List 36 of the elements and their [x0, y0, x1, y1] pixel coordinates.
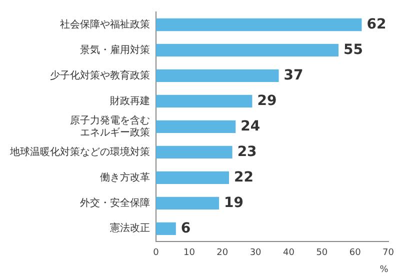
y-tick-label: 財政再建 [110, 94, 150, 107]
x-tick-label: 40 [283, 248, 295, 258]
x-tick-label: 60 [349, 248, 362, 258]
x-tick-label: 70 [382, 248, 394, 258]
y-tick-label: 原子力発電を含むエネルギー政策 [70, 114, 150, 138]
y-tick-label: 社会保障や福祉政策 [60, 18, 150, 30]
x-tick-label: 30 [250, 248, 262, 258]
data-label: 24 [240, 118, 260, 134]
bar [156, 94, 252, 108]
bar [156, 69, 279, 82]
y-tick-label: 景気・雇用対策 [80, 44, 150, 56]
bar [156, 44, 338, 57]
data-label: 23 [237, 144, 257, 160]
bar [156, 120, 236, 134]
y-tick-label: 憲法改正 [109, 222, 150, 234]
data-label: 37 [284, 67, 304, 84]
bar [156, 222, 176, 235]
data-label: 22 [234, 169, 254, 186]
y-tick-label: 少子化対策や教育政策 [50, 69, 150, 82]
y-tick-label: 働き方改革 [100, 171, 150, 184]
x-tick-label: 20 [216, 248, 228, 258]
x-tick-label: 0 [153, 248, 160, 258]
data-label: 19 [224, 194, 244, 211]
x-tick-label: 50 [316, 248, 328, 258]
x-tick-label: 10 [183, 248, 196, 258]
y-tick-label: 外交・安全保障 [80, 196, 150, 209]
data-label: 6 [180, 220, 191, 236]
bar [156, 171, 229, 184]
data-label: 62 [366, 16, 386, 32]
bar [156, 196, 220, 210]
bar [156, 146, 232, 159]
y-tick-label: 地球温暖化対策などの環境対策 [9, 146, 150, 158]
bar [156, 18, 362, 32]
data-label: 55 [344, 42, 363, 58]
x-axis-title: % [380, 264, 389, 275]
data-label: 29 [257, 92, 277, 109]
